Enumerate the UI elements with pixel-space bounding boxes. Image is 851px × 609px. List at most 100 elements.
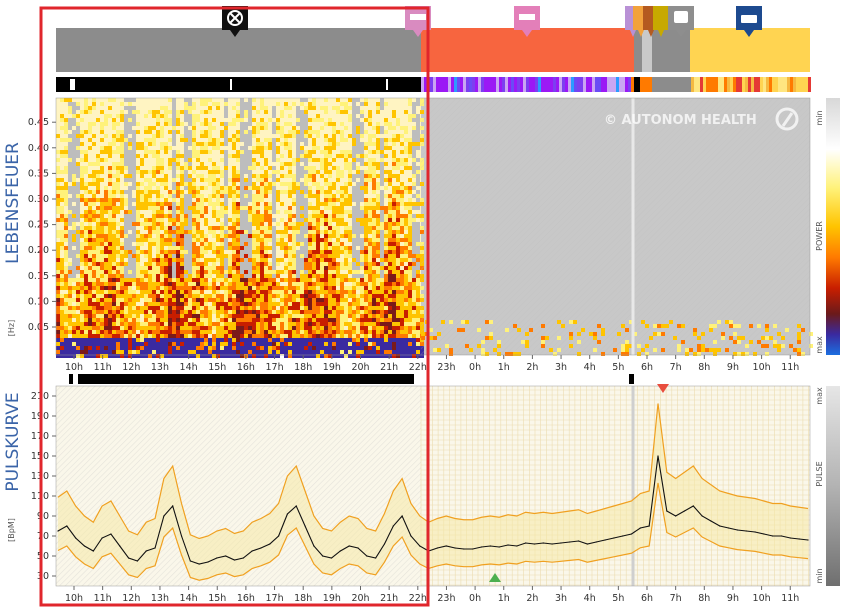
spectrogram-cell <box>188 138 192 142</box>
spectrogram-cell <box>404 310 408 314</box>
spectrogram-cell <box>88 338 92 342</box>
spectrogram-cell <box>336 222 340 226</box>
spectrogram-cell <box>292 158 296 162</box>
spectrogram-cell <box>348 106 352 110</box>
spectrogram-cell <box>292 262 296 266</box>
spectrogram-cell <box>412 106 416 110</box>
spectrogram-cell <box>388 198 392 202</box>
spectrogram-cell <box>192 310 196 314</box>
spectrogram-cell <box>196 354 200 358</box>
spectrogram-cell <box>224 238 228 242</box>
bus-icon[interactable] <box>668 6 694 37</box>
spectrogram-cell <box>320 354 324 358</box>
spectrogram-cell <box>328 242 332 246</box>
spectrogram-cell <box>176 182 180 186</box>
spectrogram-cell <box>300 326 304 330</box>
spectrogram-cell <box>92 278 96 282</box>
spectrogram-cell <box>232 194 236 198</box>
spectrogram-cell <box>76 154 80 158</box>
spectrogram-cell <box>380 210 384 214</box>
spectrogram-cell <box>240 306 244 310</box>
stage-cell <box>469 77 472 92</box>
spectrogram-cell <box>256 230 260 234</box>
spectrogram-cell <box>104 330 108 334</box>
spectrogram-cell <box>60 286 64 290</box>
spectrogram-cell <box>204 350 208 354</box>
spectrogram-cell <box>232 262 236 266</box>
bed-icon[interactable] <box>405 6 431 37</box>
spectrogram-cell <box>437 332 441 336</box>
spectrogram-cell <box>116 346 120 350</box>
spectrogram-cell <box>372 286 376 290</box>
spectrogram-cell <box>176 310 180 314</box>
spectrogram-cell <box>348 338 352 342</box>
spectrogram-cell <box>352 122 356 126</box>
spectrogram-cell <box>408 262 412 266</box>
spectrogram-cell <box>328 354 332 358</box>
spectrogram-cell <box>360 178 364 182</box>
spectrogram-cell <box>184 134 188 138</box>
spectrogram-cell <box>68 134 72 138</box>
spectrogram-cell <box>152 278 156 282</box>
spectrogram-cell <box>292 310 296 314</box>
spectrogram-cell <box>344 102 348 106</box>
spectrogram-cell <box>132 222 136 226</box>
spectrogram-cell <box>356 154 360 158</box>
spectrogram-cell <box>76 354 80 358</box>
stage-cell <box>580 77 583 92</box>
spectrogram-cell <box>280 322 284 326</box>
spectrogram-cell <box>372 314 376 318</box>
spectrogram-cell <box>256 126 260 130</box>
keyboard-icon[interactable] <box>736 6 762 37</box>
spectrogram-cell <box>148 246 152 250</box>
spectrogram-cell <box>188 254 192 258</box>
spectrogram-cell <box>80 250 84 254</box>
spectrogram-cell <box>256 306 260 310</box>
spectrogram-cell <box>140 198 144 202</box>
spectrogram-cell <box>368 306 372 310</box>
spectrogram-cell <box>112 310 116 314</box>
spectrogram-cell <box>160 238 164 242</box>
spectrogram-cell <box>112 198 116 202</box>
spectrogram-cell <box>292 230 296 234</box>
spectrogram-cell <box>272 178 276 182</box>
stairs-icon[interactable] <box>653 6 669 37</box>
spectrogram-cell <box>324 166 328 170</box>
spectrogram-cell <box>292 186 296 190</box>
spectrogram-cell <box>312 174 316 178</box>
spectrogram-cell <box>84 238 88 242</box>
spectrogram-cell <box>224 138 228 142</box>
spectrogram-cell <box>416 134 420 138</box>
spectrogram-cell <box>84 262 88 266</box>
spectrogram-cell <box>144 334 148 338</box>
spectrogram-cell <box>356 342 360 346</box>
spectrogram-cell <box>416 166 420 170</box>
spectrogram-cell <box>220 222 224 226</box>
spectrogram-cell <box>360 278 364 282</box>
spectrogram-cell <box>400 270 404 274</box>
spectrogram-cell <box>176 226 180 230</box>
spectrogram-cell <box>272 282 276 286</box>
spectrogram-cell <box>276 102 280 106</box>
spectrogram-cell <box>264 234 268 238</box>
spectrogram-cell <box>124 150 128 154</box>
spectrogram-cell <box>264 270 268 274</box>
spectrogram-cell <box>312 102 316 106</box>
spectrogram-cell <box>340 334 344 338</box>
spectrogram-cell <box>328 278 332 282</box>
spectrogram-cell <box>360 266 364 270</box>
spectrogram-cell <box>84 110 88 114</box>
bed-icon[interactable] <box>514 6 540 37</box>
spectrogram-cell <box>252 238 256 242</box>
spectrogram-cell <box>176 278 180 282</box>
spectrogram-cell <box>352 238 356 242</box>
spectrogram-cell <box>100 210 104 214</box>
spectrogram-cell <box>244 210 248 214</box>
spectrogram-cell <box>404 330 408 334</box>
spectrogram-cell <box>224 190 228 194</box>
spectrogram-cell <box>316 134 320 138</box>
spectrogram-cell <box>312 150 316 154</box>
spectrogram-cell <box>244 318 248 322</box>
blocked-circle-icon[interactable] <box>222 6 248 37</box>
spectrogram-cell <box>84 294 88 298</box>
